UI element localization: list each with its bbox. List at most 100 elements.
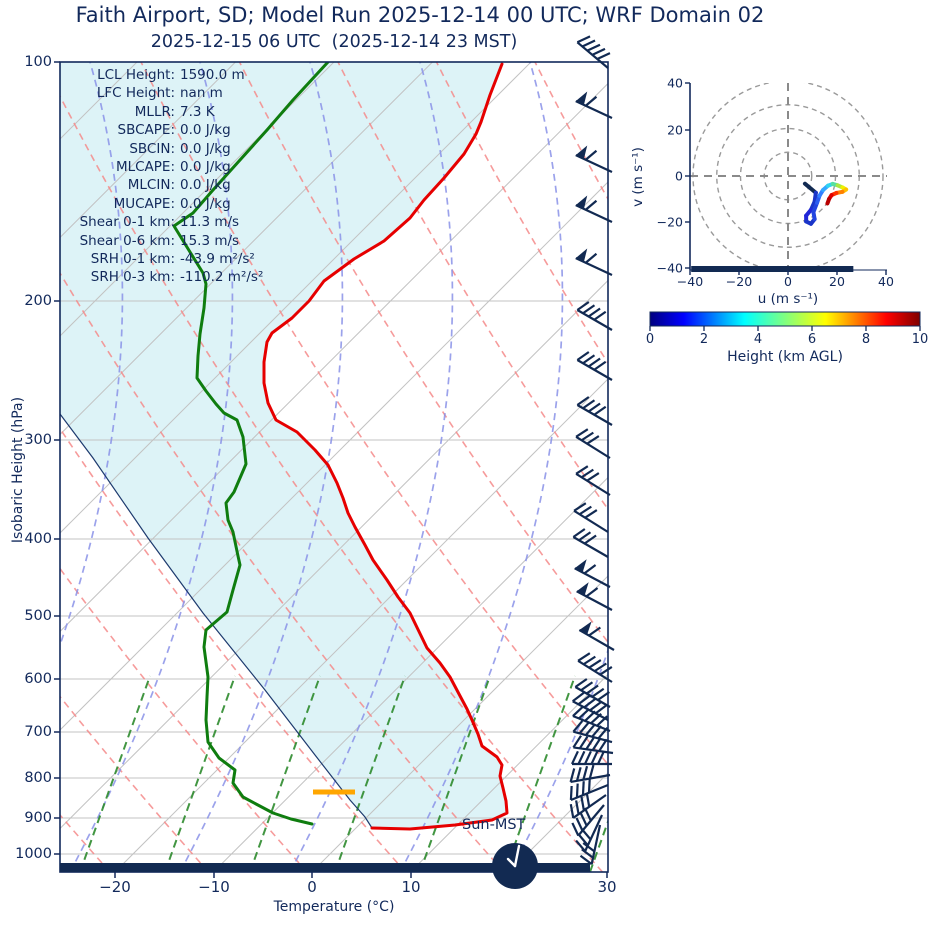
stat-label: MLLR: [134,103,175,120]
hodograph-v-tick-label: 40 [667,75,683,91]
wind-barb [569,778,609,802]
wind-barb [578,621,615,651]
stat-label: Shear 0-1 km: [79,214,175,231]
parcel-trace-line [60,413,373,829]
isotherm-gridline [607,870,608,872]
colorbar-tick-label: 8 [861,332,871,347]
wind-barb [576,582,613,611]
isotherm-gridline [60,62,236,239]
dry-adiabat-line [60,94,604,872]
stat-value: 0.0 J/kg [180,195,231,212]
stat-value: 11.3 m/s [180,214,240,231]
pressure-tick-label: 200 [24,293,52,309]
isotherm-gridline [410,673,608,872]
stat-label: LCL Height: [97,67,175,83]
surface-ground-bar [60,863,590,872]
wind-barb [574,678,611,708]
skewt-plot-area [60,62,928,872]
stat-label: MLCAPE: [115,159,175,176]
pressure-tick-label: 900 [24,810,52,826]
stat-row: SBCAPE: 0.0 J/kg [62,121,263,139]
stat-value: 0.0 J/kg [180,177,231,194]
stat-row: MLCIN: 0.0 J/kg [62,176,263,194]
isotherm-gridline [508,772,608,872]
stat-label: SBCIN: [129,140,175,157]
hodograph-u-tick-label: 40 [878,274,894,289]
wind-barb [573,502,609,533]
mixing-ratio-line [164,675,236,872]
pressure-tick-label: 700 [24,724,52,740]
stat-label: SRH 0-1 km: [90,251,175,268]
stat-value: 7.3 K [180,103,215,120]
colorbar-tick-label: 10 [911,332,928,347]
wind-barb [576,351,613,381]
dry-adiabat-line [140,62,608,766]
isotherm-gridline [60,62,335,337]
wind-barb [575,91,613,119]
mixing-ratio-line [504,675,576,872]
mixing-ratio-line [249,675,321,872]
stat-value: 1590.0 m [180,67,245,83]
isotherm-gridline [60,82,608,633]
mixing-ratio-line [79,675,151,872]
wind-barb [569,764,611,784]
mixing-ratio-line [419,675,491,872]
hodograph-v-tick-label: −40 [656,260,683,276]
stat-value: -110.2 m²/s² [180,269,264,286]
colorbar-tick-label: 6 [807,332,817,347]
stat-row: SRH 0-1 km: -43.9 m²/s² [62,250,263,268]
mixing-ratio-line [760,676,830,872]
hodograph-x-axis-label: u (m s⁻¹) [757,291,819,307]
stat-row: Shear 0-1 km: 11.3 m/s [62,213,263,231]
isotherm-gridline [213,476,608,872]
isotherm-gridline [60,181,608,731]
isotherm-gridline [60,62,433,436]
stat-value: 0.0 J/kg [180,159,231,176]
temperature-tick-label: −10 [198,878,230,896]
dry-adiabat-line [60,271,505,872]
isotherm-gridline [311,575,608,872]
colorbar-tick-label: 0 [645,332,655,347]
moist-adiabat-line [730,62,892,872]
dewpoint-profile [172,62,330,826]
wind-barb [574,559,611,588]
pressure-tick-label: 400 [24,531,52,547]
hodograph-v-tick-label: 20 [667,122,683,138]
stat-value: 15.3 m/s [180,232,240,249]
stat-label: Shear 0-6 km: [79,232,175,249]
wind-barb [572,691,609,721]
temperature-tick-label: 10 [401,878,421,896]
hodograph-v-tick-label: −20 [656,214,683,230]
wind-barb [572,528,609,558]
stat-value: -43.9 m²/s² [180,251,255,268]
stat-label: SRH 0-3 km: [90,269,175,286]
dry-adiabat-line [634,62,928,872]
pressure-axis-label: Isobaric Height (hPa) [10,396,26,544]
wind-barb [577,652,613,683]
wind-barb-column [569,35,615,866]
wind-barb [575,465,611,496]
figure-subtitle: 2025-12-15 06 UTC (2025-12-14 23 MST) [150,32,518,52]
hodograph-plot-area [690,83,887,270]
stat-label: MLCIN: [127,177,175,194]
pressure-tick-label: 300 [24,432,52,448]
wind-barb [569,792,607,819]
wind-barb [576,35,611,69]
hodograph-u-tick-label: 20 [829,274,845,289]
wind-barb [575,145,613,173]
stat-row: Shear 0-6 km: 15.3 m/s [62,232,263,250]
stat-value: 0.0 J/kg [180,140,231,157]
hodograph-u-tick-label: −40 [676,274,704,289]
hodograph-y-axis-label: v (m s⁻¹) [630,147,646,207]
dry-adiabat-line [238,62,608,644]
pressure-tick-label: 800 [24,770,52,786]
mixing-ratio-line [845,676,915,872]
stat-row: SRH 0-3 km: -110.2 m²/s² [62,268,264,286]
hodograph-u-tick-label: 0 [784,274,792,289]
wind-barb [571,750,612,766]
wind-barb [575,248,613,276]
wind-barb [572,705,611,733]
sun-clock-icon [492,843,538,889]
